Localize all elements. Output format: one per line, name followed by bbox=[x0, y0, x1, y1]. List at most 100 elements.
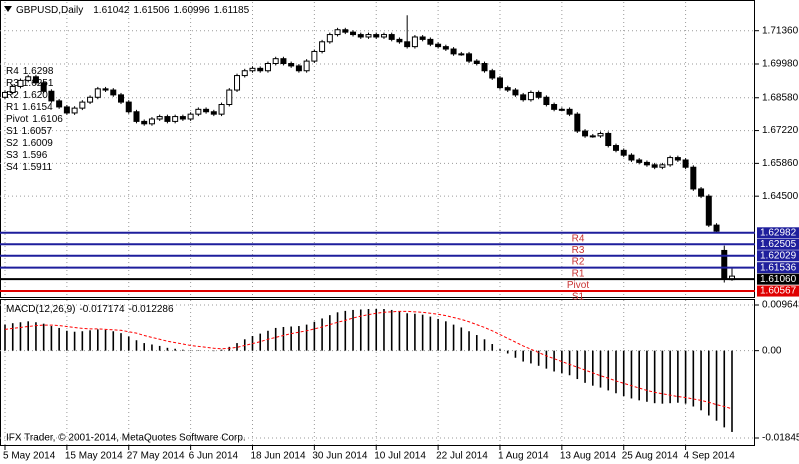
candle-body bbox=[272, 58, 279, 65]
pivot-row-value: 1.6154 bbox=[22, 102, 53, 113]
candle-body bbox=[667, 157, 674, 166]
pivot-row-name: R3 bbox=[6, 78, 19, 89]
price-tag bbox=[757, 250, 799, 262]
pivot-row-value: 1.6057 bbox=[22, 126, 53, 137]
y-tick-label: -0.018451 bbox=[762, 433, 799, 444]
header-close: 1.61185 bbox=[214, 5, 250, 16]
pivot-row-name: R4 bbox=[6, 66, 19, 77]
candle-body bbox=[589, 135, 596, 138]
candle-body bbox=[527, 91, 534, 101]
signal-last: -0.012286 bbox=[129, 304, 174, 315]
macd-last: -0.017174 bbox=[79, 304, 124, 315]
candle-body bbox=[628, 154, 635, 161]
pivot-row-value: 1.596 bbox=[22, 150, 47, 161]
pivot-row-name: S2 bbox=[6, 138, 19, 149]
pivot-row: S1 1.6057 bbox=[6, 126, 53, 137]
candle-body bbox=[450, 48, 457, 55]
pivot-level-name: S1 bbox=[572, 292, 585, 303]
candle-body bbox=[288, 63, 295, 67]
pivot-row-value: 1.6251 bbox=[23, 78, 54, 89]
candle-body bbox=[674, 157, 681, 161]
candle-body bbox=[458, 53, 465, 56]
candle-body bbox=[311, 50, 318, 62]
candle-body bbox=[551, 104, 558, 110]
candle-body bbox=[473, 60, 480, 65]
price-tag bbox=[757, 273, 799, 285]
candle-body bbox=[520, 94, 527, 101]
candle-body bbox=[210, 111, 217, 115]
candle-body bbox=[419, 36, 426, 40]
candle-body bbox=[350, 31, 357, 36]
pivot-row-value: 1.5911 bbox=[22, 162, 52, 173]
pivot-row-name: S4 bbox=[6, 162, 19, 173]
pivot-level-name: Pivot bbox=[567, 280, 589, 291]
pivot-level-name: R1 bbox=[572, 268, 585, 279]
header-open: 1.61042 bbox=[93, 5, 130, 16]
candle-body bbox=[71, 107, 78, 114]
candle-body bbox=[148, 118, 155, 125]
price-tag-label: 1.62029 bbox=[760, 250, 797, 261]
symbol-icon bbox=[4, 6, 12, 12]
price-header: GBPUSD,Daily 1.61042 1.61506 1.60996 1.61185 bbox=[16, 5, 250, 16]
candle-body bbox=[133, 111, 140, 122]
x-tick-label: 30 Jun 2014 bbox=[312, 451, 367, 462]
overlay-layer: GBPUSD,Daily 1.61042 1.61506 1.60996 1.61185… bbox=[3, 5, 799, 462]
macd-title: MACD(12,26,9) bbox=[6, 304, 75, 315]
y-tick-label: 0.009643 bbox=[762, 300, 799, 311]
candle-body bbox=[404, 41, 411, 48]
header-high: 1.61506 bbox=[133, 5, 170, 16]
candle-body bbox=[682, 159, 689, 168]
candle-body bbox=[226, 89, 233, 106]
pivot-row: Pivot 1.6106 bbox=[6, 114, 63, 125]
symbol-title: GBPUSD,Daily bbox=[16, 5, 83, 16]
candle-body bbox=[396, 38, 403, 43]
candle-body bbox=[690, 166, 697, 190]
candle-body bbox=[574, 113, 581, 132]
y-tick-label: 1.68580 bbox=[762, 92, 799, 103]
candle-body bbox=[87, 96, 94, 103]
candle-body bbox=[582, 130, 589, 137]
candle-body bbox=[535, 91, 542, 98]
candle-body bbox=[295, 65, 302, 72]
y-tick-label: 1.71360 bbox=[762, 25, 799, 36]
pivot-row: R3 1.6251 bbox=[6, 78, 54, 89]
candle-body bbox=[249, 67, 256, 72]
x-tick-label: 6 Jun 2014 bbox=[189, 451, 239, 462]
pivot-row-name: S3 bbox=[6, 150, 19, 161]
price-tag bbox=[757, 262, 799, 274]
candle-body bbox=[280, 58, 287, 65]
pivot-row: R4 1.6298 bbox=[6, 66, 54, 77]
candle-body bbox=[2, 91, 8, 98]
candle-body bbox=[257, 67, 264, 72]
candle-body bbox=[380, 34, 387, 38]
candle-body bbox=[241, 70, 248, 77]
candle-body bbox=[620, 149, 627, 156]
candle-body bbox=[187, 113, 194, 120]
x-tick-label: 13 Aug 2014 bbox=[560, 451, 617, 462]
copyright: IFX Trader, © 2001-2014, MetaQuotes Soft… bbox=[6, 433, 246, 444]
candle-body bbox=[264, 63, 271, 72]
candle-body bbox=[164, 116, 171, 122]
candle-body bbox=[319, 41, 326, 52]
candle-body bbox=[110, 89, 117, 96]
candle-body bbox=[643, 161, 650, 166]
candle-body bbox=[172, 116, 179, 122]
pivot-row-value: 1.6298 bbox=[23, 66, 54, 77]
x-tick-label: 18 Jun 2014 bbox=[250, 451, 305, 462]
candle-body bbox=[543, 96, 550, 106]
candle-body bbox=[195, 108, 202, 115]
price-tag-label: 1.60567 bbox=[760, 286, 797, 297]
candle-body bbox=[25, 76, 32, 81]
candle-body bbox=[141, 120, 148, 125]
candle-body bbox=[48, 90, 55, 102]
candle-body bbox=[504, 87, 511, 91]
candle-body bbox=[9, 85, 16, 93]
candle-body bbox=[721, 249, 728, 279]
pivot-row: S4 1.5911 bbox=[6, 162, 53, 173]
candle-body bbox=[79, 101, 86, 109]
candle-body bbox=[203, 108, 210, 113]
candle-body bbox=[612, 145, 619, 151]
candle-body bbox=[118, 94, 125, 103]
candle-body bbox=[558, 108, 565, 111]
price-tag-label: 1.61060 bbox=[760, 274, 797, 285]
